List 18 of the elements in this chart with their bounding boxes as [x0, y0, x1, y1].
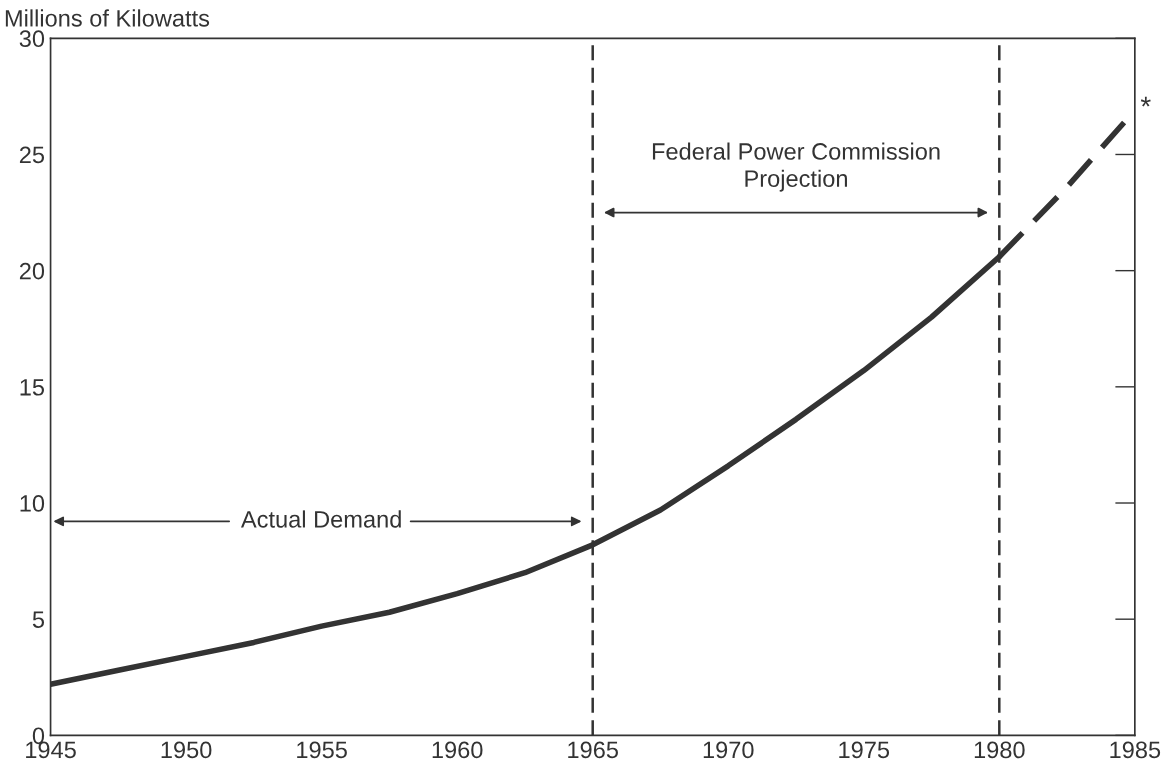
y-tick-label: 15	[20, 379, 45, 396]
y-tick-label: 30	[19, 30, 45, 48]
x-tick-label: 1980	[974, 741, 1025, 759]
x-tick-label: 1975	[839, 741, 890, 759]
y-axis-title: Millions of Kilowatts	[5, 9, 210, 27]
y-tick-label: 5	[32, 611, 45, 628]
y-tick-label: 10	[20, 495, 45, 512]
annotation: Actual Demand	[240, 510, 401, 528]
x-tick-label: 1965	[568, 741, 618, 759]
annotation: Federal Power Commission Projection	[652, 142, 940, 192]
y-tick-label: 20	[19, 262, 45, 280]
x-tick-label: 1960	[432, 741, 483, 759]
x-tick-label: 1970	[703, 741, 754, 759]
annotation: *	[1140, 96, 1151, 107]
x-tick-label: 1985	[1110, 741, 1161, 759]
y-tick-label: 25	[19, 146, 45, 164]
x-tick-label: 1955	[297, 741, 347, 759]
x-tick-label: 1950	[161, 741, 212, 759]
